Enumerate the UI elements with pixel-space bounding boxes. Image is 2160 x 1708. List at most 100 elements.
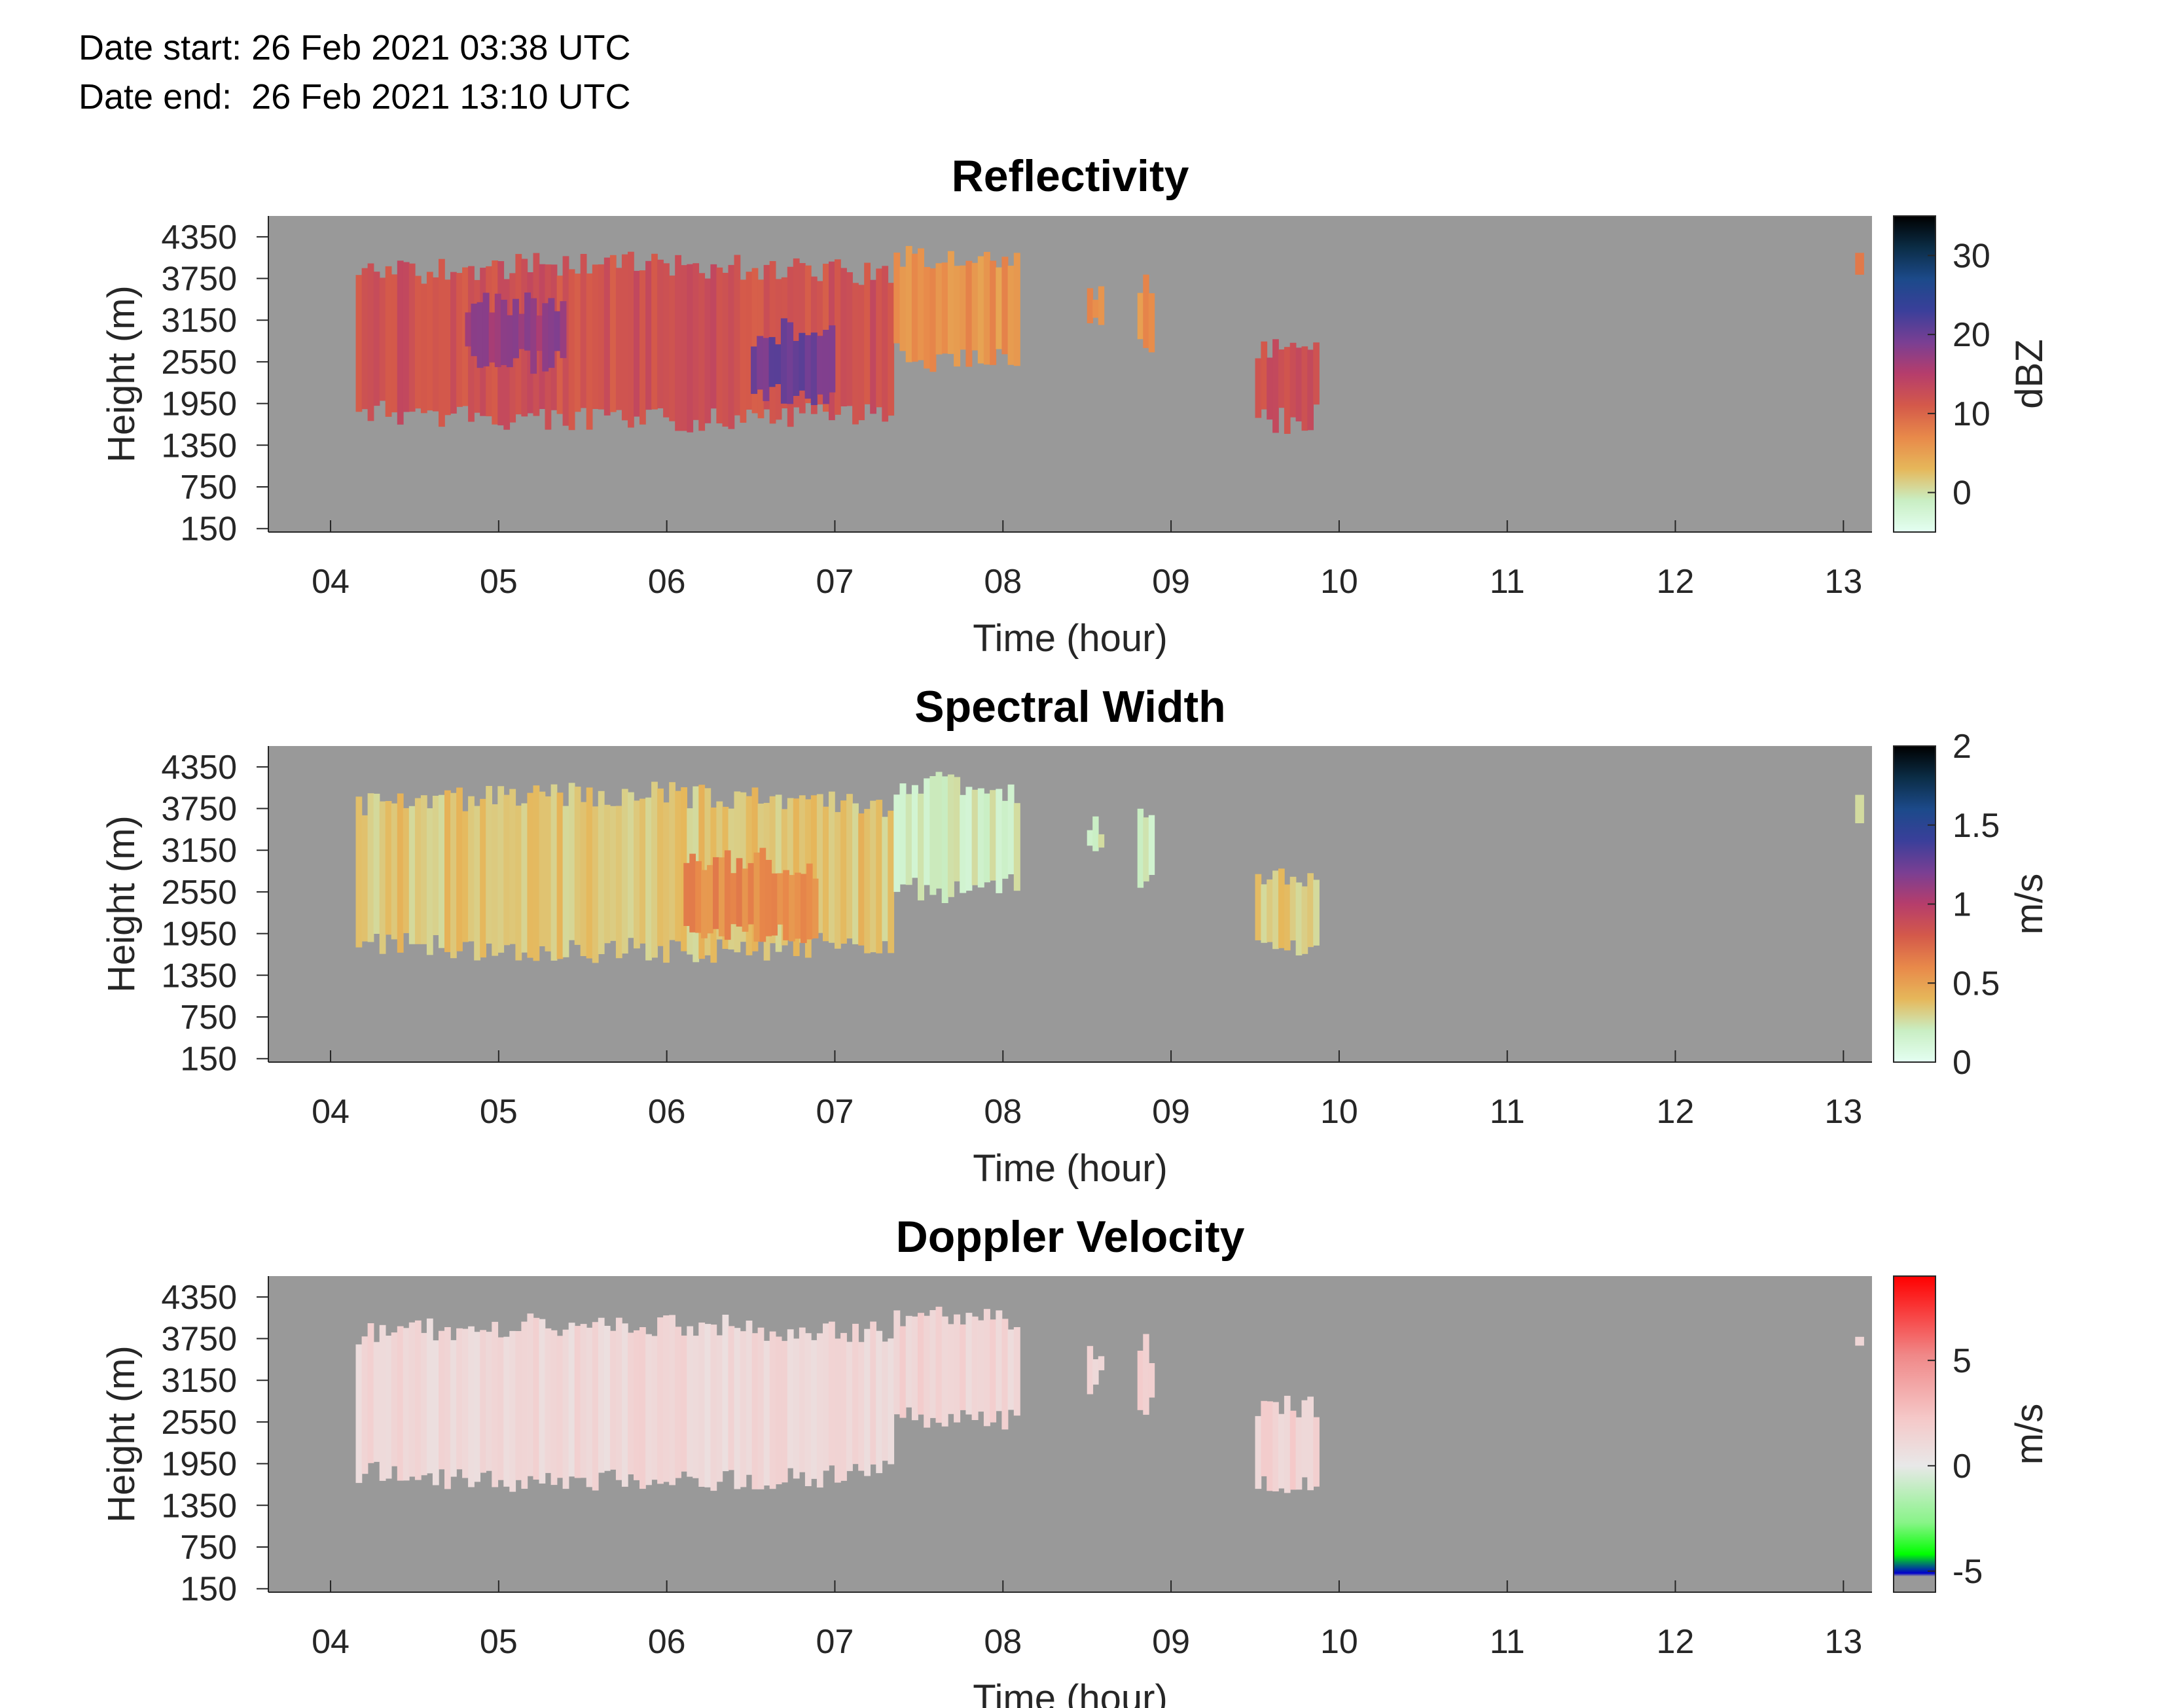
echo-cell [562, 1329, 569, 1489]
echo-cell [560, 301, 567, 359]
x-axis-label: Time (hour) [973, 1677, 1168, 1708]
x-axis-label: Time (hour) [973, 1147, 1168, 1190]
echo-cell [444, 279, 451, 416]
colorbar-tick-label: 0 [1953, 1044, 1971, 1082]
echo-cell [513, 298, 519, 359]
echo-cell [634, 1330, 640, 1480]
echo-cell [806, 863, 813, 940]
echo-cell [795, 872, 801, 939]
echo-cell [524, 293, 531, 351]
echo-cell [492, 1321, 499, 1487]
echo-cell [450, 272, 457, 414]
echo-cell [592, 264, 599, 409]
echo-cell [780, 318, 787, 404]
echo-cell [693, 1336, 700, 1478]
echo-cell [521, 803, 528, 953]
echo-cell [361, 815, 369, 942]
echo-cell [829, 1321, 835, 1466]
echo-cell [941, 262, 948, 354]
echo-cell [888, 283, 895, 416]
colorbar-tick-label: 20 [1953, 316, 1990, 354]
echo-cell [689, 853, 696, 933]
echo-cell [763, 1340, 770, 1486]
x-tick-label: 05 [480, 563, 518, 601]
echo-cell [397, 260, 404, 425]
echo-cell [432, 277, 439, 412]
echo-cell [954, 777, 961, 881]
echo-cell [888, 810, 895, 953]
echo-cell [835, 259, 841, 415]
echo-region [1087, 286, 1105, 325]
echo-cell [574, 274, 581, 412]
echo-cell [947, 251, 954, 354]
echo-cell [793, 341, 800, 396]
colorbar-tick-label: 1 [1953, 886, 1971, 924]
echo-region [1255, 1395, 1320, 1493]
echo-cell [757, 1327, 765, 1489]
echo-cell [488, 312, 495, 363]
echo-cell [740, 792, 747, 942]
echo-cell [996, 267, 1003, 349]
echo-cell [746, 272, 753, 410]
echo-cell [918, 1313, 924, 1415]
echo-cell [403, 262, 410, 412]
echo-cell [870, 800, 876, 953]
echo-cell [497, 786, 505, 953]
echo-cell [899, 783, 907, 885]
echo-cell [1143, 274, 1149, 348]
echo-cell [698, 273, 706, 431]
echo-cell [645, 797, 652, 961]
echo-cell [1255, 874, 1262, 940]
echo-cell [763, 338, 770, 401]
echo-cell [598, 264, 605, 410]
y-tick-label: 3750 [161, 260, 237, 298]
echo-cell [734, 1328, 741, 1489]
x-tick-label: 08 [984, 1093, 1022, 1131]
echo-cell [783, 870, 789, 940]
echo-cell [722, 272, 729, 427]
echo-cell [494, 293, 501, 367]
echo-cell [1301, 346, 1308, 431]
echo-cell [439, 1330, 445, 1470]
x-tick-label: 12 [1657, 563, 1695, 601]
echo-cell [657, 259, 664, 408]
echo-cell [734, 255, 741, 416]
echo-cell [539, 791, 546, 946]
echo-cell [663, 1315, 670, 1482]
colorbar-tick-label: 5 [1953, 1342, 1971, 1380]
y-tick-label: 1950 [161, 385, 237, 423]
echo-cell [911, 1316, 918, 1421]
echo-cell [724, 850, 731, 940]
echo-cell [924, 1315, 931, 1428]
echo-cell [556, 792, 564, 959]
y-tick-label: 750 [180, 469, 237, 507]
echo-cell [385, 1336, 392, 1479]
echo-cell [983, 251, 990, 365]
echo-cell [586, 273, 593, 430]
echo-cell [1255, 1415, 1262, 1489]
echo-cell [893, 1310, 901, 1415]
echo-cell [500, 300, 507, 365]
echo-cell [769, 1331, 776, 1489]
echo-cell [977, 788, 984, 888]
echo-cell [954, 1314, 961, 1423]
echo-cell [1148, 815, 1155, 875]
x-tick-label: 10 [1320, 1623, 1358, 1661]
echo-cell [548, 298, 555, 368]
echo-cell [444, 790, 451, 952]
echo-region [1137, 1334, 1155, 1415]
echo-cell [718, 857, 725, 936]
echo-cell [740, 279, 747, 423]
colorbar [1893, 215, 1936, 533]
echo-cell [391, 274, 398, 413]
echo-cell [669, 782, 675, 940]
echo-cell [1272, 870, 1279, 950]
y-tick-label: 4350 [161, 1279, 237, 1317]
echo-cell [810, 795, 818, 934]
echo-cell [598, 1317, 605, 1473]
echo-cell [710, 264, 717, 409]
echo-cell [846, 1342, 853, 1471]
echo-cell [1261, 341, 1268, 410]
echo-cell [777, 873, 783, 925]
